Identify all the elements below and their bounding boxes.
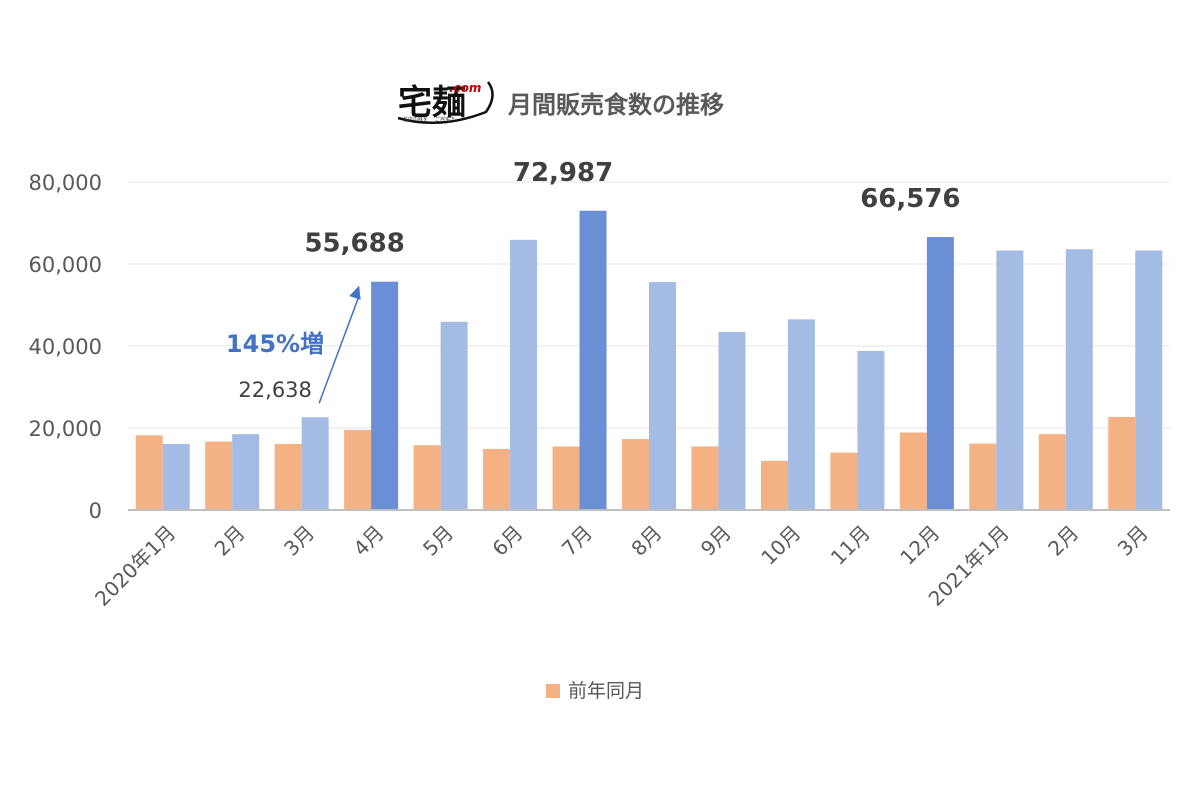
bar-current: [162, 443, 190, 510]
x-tick-label: 3月: [1113, 521, 1153, 561]
bar-prev-year: [969, 443, 997, 510]
annotation-peak-value: 72,987: [513, 158, 613, 188]
x-tick-label: 2020年1月: [90, 521, 180, 611]
logo-text: 宅麺: [398, 83, 466, 123]
y-tick-label: 40,000: [29, 335, 102, 359]
bar-prev-year: [135, 435, 163, 510]
bar-prev-year: [760, 460, 788, 510]
x-tick-label: 7月: [557, 521, 597, 561]
bar-prev-year: [483, 448, 511, 510]
x-tick-label: 12月: [895, 521, 944, 570]
bar-prev-year: [1038, 434, 1066, 510]
bar-prev-year: [1108, 416, 1136, 510]
x-tick-label: 11月: [826, 521, 875, 570]
bar-current: [510, 239, 538, 510]
bar-current-highlight: [371, 281, 399, 510]
logo-com-text: .com: [449, 81, 481, 95]
bars: [135, 210, 1163, 511]
x-tick-label: 9月: [696, 521, 736, 561]
x-tick-label: 5月: [418, 521, 458, 561]
x-tick-label: 2月: [1043, 521, 1083, 561]
y-tick-label: 20,000: [29, 417, 102, 441]
bar-current: [787, 319, 815, 510]
logo-swoosh: [397, 81, 494, 125]
growth-arrow-line: [318, 295, 360, 404]
annotation-peak-value: 66,576: [860, 184, 960, 214]
bar-prev-year: [413, 445, 441, 510]
y-tick-label: 80,000: [29, 171, 102, 195]
annotations: 22,638 55,688 72,987 66,576 145%増: [226, 158, 961, 404]
legend-label-prev-year: 前年同月: [568, 680, 644, 702]
bar-current: [996, 250, 1024, 510]
bar-prev-year: [205, 441, 233, 510]
bar-current: [440, 321, 468, 510]
annotation-value: 22,638: [238, 378, 311, 402]
bar-prev-year: [899, 432, 927, 510]
logo: 宅麺 .com 名店の味を ご自宅で: [397, 81, 494, 125]
legend-swatch-prev-year: [546, 684, 560, 698]
bar-current: [718, 332, 746, 510]
bar-current: [301, 417, 329, 510]
bar-prev-year: [622, 439, 649, 510]
y-axis-ticks: 0 20,000 40,000 60,000 80,000: [29, 171, 102, 523]
x-tick-label: 8月: [626, 521, 666, 561]
legend: 前年同月: [546, 680, 644, 702]
chart-title: 月間販売食数の推移: [507, 91, 724, 119]
y-tick-label: 0: [89, 499, 102, 523]
annotation-growth: 145%増: [226, 330, 324, 358]
x-tick-label: 3月: [279, 521, 319, 561]
bar-current-highlight: [926, 237, 954, 511]
logo-sub-text-2: ご自宅で: [435, 116, 455, 123]
bar-current: [1135, 250, 1163, 510]
bar-current-highlight: [579, 210, 607, 510]
x-tick-label: 6月: [487, 521, 527, 561]
bar-current: [649, 282, 676, 510]
annotation-peak-value: 55,688: [304, 229, 404, 259]
bar-prev-year: [691, 446, 719, 510]
x-tick-label: 4月: [349, 521, 389, 561]
x-tick-label: 10月: [756, 521, 805, 570]
bar-prev-year: [344, 430, 372, 510]
bar-prev-year: [830, 452, 858, 510]
logo-sub-text-1: 名店の味を: [403, 116, 428, 123]
bar-prev-year: [274, 443, 302, 510]
bar-current: [232, 434, 260, 510]
bar-prev-year: [552, 446, 580, 510]
y-tick-label: 60,000: [29, 253, 102, 277]
x-tick-label: 2月: [210, 521, 250, 561]
growth-arrow-head-icon: [349, 285, 361, 300]
bar-current: [857, 350, 885, 510]
bar-current: [1065, 249, 1093, 511]
